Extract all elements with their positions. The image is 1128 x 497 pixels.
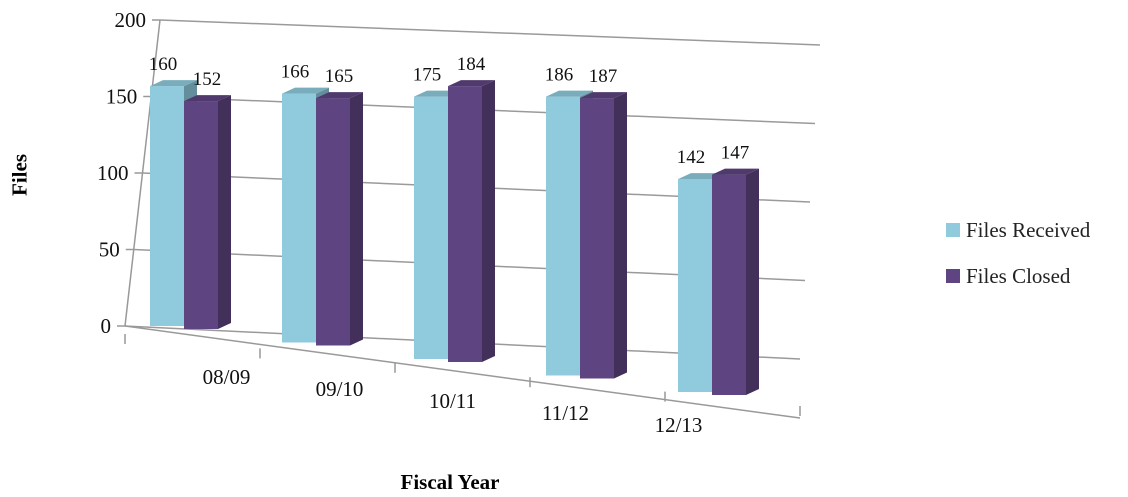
bar-series [150, 80, 759, 395]
legend-label-files-received: Files Received [966, 218, 1091, 242]
data-label-files-received-11-12: 186 [545, 65, 574, 86]
data-label-files-closed-10-11: 184 [457, 54, 486, 75]
x-tick-label-10-11: 10/11 [429, 389, 476, 413]
y-tick-label: 50 [99, 238, 120, 262]
bar-top-files-closed-12-13 [712, 168, 759, 175]
bar-top-files-received-11-12 [546, 90, 593, 97]
bar-files-closed-12-13 [712, 174, 746, 395]
x-tick-label-11-12: 11/12 [542, 401, 589, 425]
legend-swatch-files-received [946, 223, 960, 237]
data-label-files-received-09-10: 166 [281, 62, 310, 83]
y-tick-label: 150 [106, 85, 138, 109]
gridline [159, 19, 821, 46]
bar-files-closed-08-09 [184, 101, 218, 329]
data-label-files-closed-09-10: 165 [325, 66, 354, 87]
y-axis-title: Files [7, 154, 32, 196]
legend-swatch-files-closed [946, 269, 960, 283]
y-axis-ticks: 0 50 100 150 200 [97, 8, 160, 338]
y-tick-label: 0 [101, 314, 112, 338]
y-tick-label: 100 [97, 161, 129, 185]
x-tick-label-09-10: 09/10 [316, 377, 364, 401]
bar-top-files-closed-11-12 [580, 92, 627, 99]
data-label-files-received-12-13: 142 [677, 147, 706, 168]
bar-files-received-08-09 [150, 86, 184, 326]
x-axis: 08/09 09/10 10/11 11/12 12/13 [124, 325, 801, 437]
legend-item-files-closed: Files Closed [946, 264, 1090, 288]
bar-files-received-12-13 [678, 179, 712, 392]
x-axis-line [124, 325, 801, 419]
bar-top-files-closed-09-10 [316, 92, 363, 99]
bar-files-received-10-11 [414, 96, 448, 359]
data-label-files-received-08-09: 160 [149, 54, 178, 75]
data-labels: 160 152 166 165 175 184 186 187 142 147 [149, 54, 750, 168]
data-label-files-closed-08-09: 152 [193, 69, 222, 90]
bar-side-files-closed-09-10 [350, 92, 363, 346]
data-label-files-closed-12-13: 147 [721, 143, 750, 164]
bar-files-received-09-10 [282, 93, 316, 343]
bar-files-received-11-12 [546, 96, 580, 376]
bar-side-files-closed-10-11 [482, 80, 495, 362]
bar-files-closed-11-12 [580, 98, 614, 379]
bar-top-files-received-08-09 [150, 80, 197, 87]
bar-top-files-received-09-10 [282, 87, 329, 94]
bar-side-files-closed-12-13 [746, 168, 759, 395]
chart-legend: Files Received Files Closed [946, 218, 1090, 310]
bar-side-files-closed-11-12 [614, 92, 627, 379]
bar-top-files-closed-08-09 [184, 95, 231, 102]
bar-top-files-closed-10-11 [448, 80, 495, 87]
legend-item-files-received: Files Received [946, 218, 1090, 242]
bar-files-closed-10-11 [448, 86, 482, 362]
legend-label-files-closed: Files Closed [966, 264, 1071, 288]
x-tick-label-12-13: 12/13 [655, 413, 703, 437]
data-label-files-received-10-11: 175 [413, 65, 442, 86]
data-label-files-closed-11-12: 187 [589, 66, 618, 87]
x-axis-title: Fiscal Year [400, 470, 500, 494]
x-tick-label-08-09: 08/09 [203, 365, 251, 389]
bar-side-files-closed-08-09 [218, 95, 231, 329]
y-tick-label: 200 [115, 8, 147, 32]
bar-files-closed-09-10 [316, 98, 350, 346]
